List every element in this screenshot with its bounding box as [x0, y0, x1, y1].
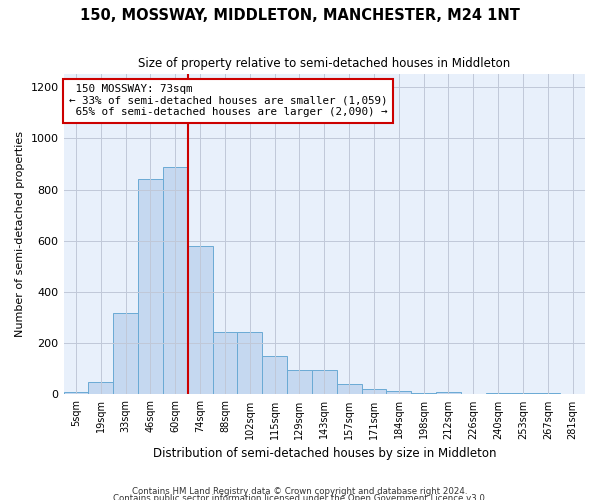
- Bar: [138, 180, 163, 394]
- Bar: [188, 246, 212, 394]
- X-axis label: Distribution of semi-detached houses by size in Middleton: Distribution of semi-detached houses by …: [152, 447, 496, 460]
- Bar: [485, 393, 511, 394]
- Text: Contains HM Land Registry data © Crown copyright and database right 2024.: Contains HM Land Registry data © Crown c…: [132, 487, 468, 496]
- Bar: [535, 393, 560, 394]
- Bar: [262, 356, 287, 395]
- Bar: [362, 390, 386, 394]
- Bar: [64, 392, 88, 394]
- Bar: [113, 312, 138, 394]
- Text: Contains public sector information licensed under the Open Government Licence v3: Contains public sector information licen…: [113, 494, 487, 500]
- Bar: [88, 382, 113, 394]
- Bar: [312, 370, 337, 394]
- Bar: [163, 166, 188, 394]
- Bar: [337, 384, 362, 394]
- Bar: [436, 392, 461, 394]
- Y-axis label: Number of semi-detached properties: Number of semi-detached properties: [15, 132, 25, 338]
- Text: 150, MOSSWAY, MIDDLETON, MANCHESTER, M24 1NT: 150, MOSSWAY, MIDDLETON, MANCHESTER, M24…: [80, 8, 520, 22]
- Bar: [511, 393, 535, 394]
- Bar: [238, 332, 262, 394]
- Title: Size of property relative to semi-detached houses in Middleton: Size of property relative to semi-detach…: [138, 58, 511, 70]
- Bar: [212, 332, 238, 394]
- Text: 150 MOSSWAY: 73sqm
← 33% of semi-detached houses are smaller (1,059)
 65% of sem: 150 MOSSWAY: 73sqm ← 33% of semi-detache…: [69, 84, 387, 117]
- Bar: [287, 370, 312, 394]
- Bar: [386, 390, 411, 394]
- Bar: [411, 393, 436, 394]
